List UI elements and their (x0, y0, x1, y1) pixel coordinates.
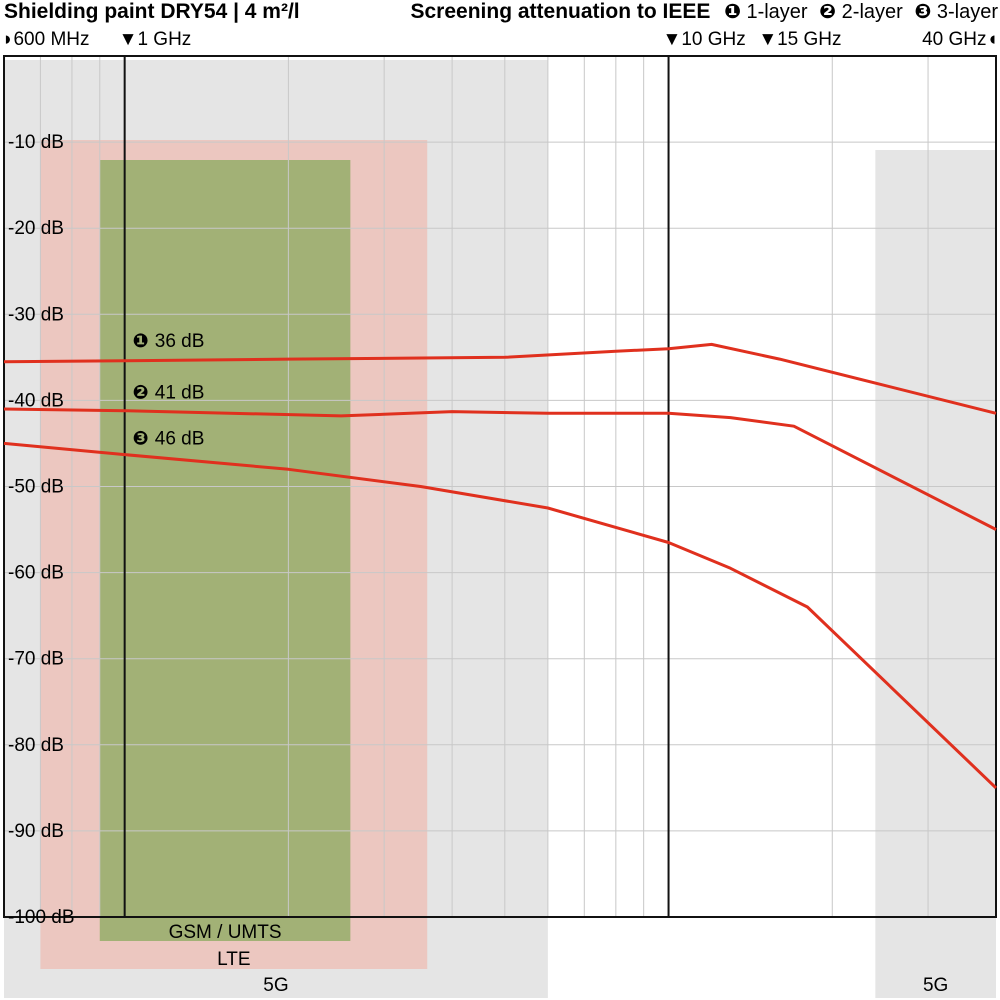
curve-label-marker-1: ❶ (133, 331, 149, 352)
curve-label-marker-2: ❷ (133, 383, 149, 404)
curve-label-3: ❸ 46 dB (133, 428, 205, 449)
x-top-label-4: 40 GHz◖ (922, 29, 998, 50)
curve-label-value-2: 41 dB (155, 383, 205, 404)
x-top-labels: ◗600 MHz ▼1 GHz ▼10 GHz ▼15 GHz 40 GHz◖ (2, 29, 998, 50)
series-lines (3, 342, 998, 789)
series-line-3 (3, 441, 998, 789)
band-label-1: LTE (217, 949, 250, 970)
curve-label-value-3: 46 dB (155, 428, 205, 449)
grid (4, 56, 996, 917)
legend-marker-2: ❷ (819, 1, 836, 23)
legend-title: Screening attenuation to IEEE (411, 0, 711, 23)
x-top-label-0: ◗600 MHz (2, 29, 90, 50)
header-background (0, 0, 1000, 55)
band-label-3: 5G (923, 975, 948, 996)
legend-marker-3: ❸ (914, 1, 931, 23)
band-labels: 5G 5G LTE GSM / UMTS (169, 922, 949, 996)
band-label-0: GSM / UMTS (169, 922, 282, 943)
series-line-2 (3, 407, 997, 531)
x-top-label-1: ▼1 GHz (119, 29, 192, 50)
plot-frame (3, 55, 997, 918)
curve-label-value-1: 36 dB (155, 331, 205, 352)
y-tick-label-6: -70 dB (8, 649, 64, 670)
y-tick-label-3: -40 dB (8, 390, 64, 411)
band-3 (875, 150, 996, 998)
y-tick-label-9: -100 dB (8, 907, 75, 928)
y-tick-label-0: -10 dB (8, 132, 64, 153)
legend-text: Screening attenuation to IEEE ❶ 1-layer … (411, 0, 999, 23)
legend-marker-1: ❶ (724, 1, 741, 23)
y-tick-label-4: -50 dB (8, 477, 64, 498)
y-tick-label-1: -20 dB (8, 218, 64, 239)
band-label-2: 5G (263, 975, 288, 996)
marker-lines (123, 56, 670, 917)
curve-label-2: ❷ 41 dB (133, 383, 205, 404)
y-tick-label-7: -80 dB (8, 735, 64, 756)
y-tick-labels: -10 dB -20 dB -30 dB -40 dB -50 dB -60 dB -70 … (8, 132, 75, 928)
chart-title: Shielding paint DRY54 | 4 m²/l (4, 0, 300, 23)
y-tick-label-2: -30 dB (8, 304, 64, 325)
x-top-label-2: ▼10 GHz (663, 29, 746, 50)
curve-labels: ❶ 36 dB ❷ 41 dB ❸ 46 dB (133, 331, 205, 449)
curve-label-marker-3: ❸ (133, 428, 149, 449)
band-0 (99, 160, 351, 941)
series-line-1 (3, 342, 997, 415)
legend-label-2: 2-layer (842, 1, 903, 23)
legend-label-1: 1-layer (746, 1, 807, 23)
legend: Screening attenuation to IEEE ❶ 1-layer … (411, 0, 999, 23)
legend-label-3: 3-layer (937, 1, 998, 23)
curve-label-1: ❶ 36 dB (133, 331, 205, 352)
x-top-label-3: ▼15 GHz (758, 29, 841, 50)
y-tick-label-8: -90 dB (8, 821, 64, 842)
y-tick-label-5: -60 dB (8, 563, 64, 584)
